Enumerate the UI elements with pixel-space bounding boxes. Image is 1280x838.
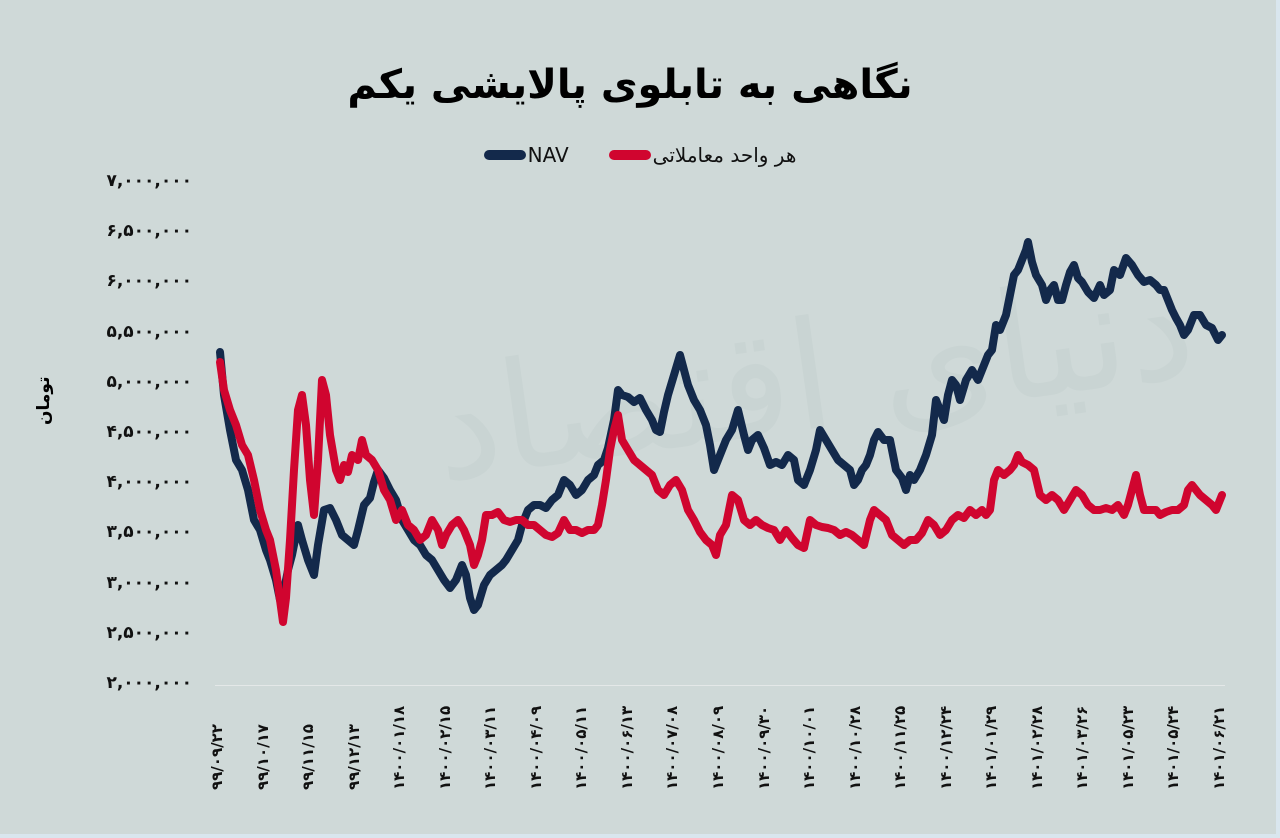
chart-title: نگاهی به تابلوی پالایشی یکم <box>347 62 913 108</box>
y-tick-label: ۳,۵۰۰,۰۰۰ <box>106 522 192 543</box>
legend-item-nav[interactable]: NAV <box>483 143 569 167</box>
x-axis-line <box>215 685 1225 686</box>
y-tick-label: ۳,۰۰۰,۰۰۰ <box>106 572 192 593</box>
y-tick-label: ۲,۰۰۰,۰۰۰ <box>106 673 192 693</box>
y-tick-label: ۵,۰۰۰,۰۰۰ <box>106 371 192 392</box>
legend: NAV هر واحد معاملاتی <box>0 143 1280 167</box>
y-tick-label: ۶,۰۰۰,۰۰۰ <box>106 271 192 292</box>
legend-label-nav: NAV <box>527 143 569 167</box>
series-line-trading-unit <box>216 358 1226 626</box>
series-line-nav <box>216 238 1226 614</box>
legend-swatch-trading-unit <box>608 150 651 160</box>
y-tick-label: ۴,۵۰۰,۰۰۰ <box>106 422 192 442</box>
legend-item-trading-unit[interactable]: هر واحد معاملاتی <box>608 143 797 167</box>
y-tick-label: ۲,۵۰۰,۰۰۰ <box>106 622 192 643</box>
legend-swatch-nav <box>483 150 526 160</box>
y-tick-label: ۷,۰۰۰,۰۰۰ <box>106 171 192 191</box>
y-tick-label: ۵,۵۰۰,۰۰۰ <box>106 321 192 342</box>
y-tick-label: ۴,۰۰۰,۰۰۰ <box>106 472 192 493</box>
legend-label-trading-unit: هر واحد معاملاتی <box>652 143 797 167</box>
y-tick-label: ۶,۵۰۰,۰۰۰ <box>106 221 192 242</box>
